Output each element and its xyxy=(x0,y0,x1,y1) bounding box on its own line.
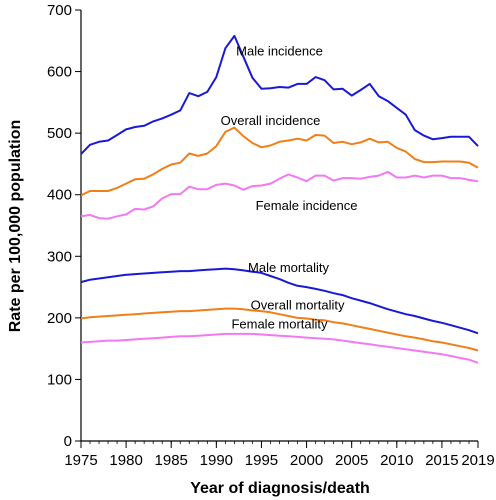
x-tick-label: 1995 xyxy=(245,452,278,469)
series-line-male-incidence xyxy=(80,34,479,155)
axes xyxy=(80,10,478,442)
x-tick-label: 2015 xyxy=(425,452,458,469)
y-tick-label: 600 xyxy=(47,64,72,81)
series-lines xyxy=(80,34,479,364)
x-tick-label: 1980 xyxy=(109,452,142,469)
x-tick-label: 1975 xyxy=(64,452,97,469)
y-axis-title: Rate per 100,000 population xyxy=(7,120,24,333)
series-label-male-incidence: Male incidence xyxy=(236,43,323,58)
y-tick-label: 0 xyxy=(64,433,72,450)
series-line-male-mortality xyxy=(80,267,479,335)
series-line-female-mortality xyxy=(80,332,479,364)
x-tick-label: 2019 xyxy=(461,452,494,469)
series-line-overall-incidence xyxy=(80,126,479,197)
series-label-overall-incidence: Overall incidence xyxy=(221,113,321,128)
x-tick-label: 2010 xyxy=(380,452,413,469)
x-axis-title: Year of diagnosis/death xyxy=(190,480,370,497)
y-tick-label: 100 xyxy=(47,371,72,388)
series-label-overall-mortality: Overall mortality xyxy=(251,298,345,313)
y-tick-label: 500 xyxy=(47,125,72,142)
x-tick-label: 1990 xyxy=(200,452,233,469)
x-tick-label: 2005 xyxy=(335,452,368,469)
y-tick-label: 300 xyxy=(47,248,72,265)
x-tick-label: 2000 xyxy=(290,452,323,469)
y-tick-label: 400 xyxy=(47,187,72,204)
series-labels: Male incidence Overall incidence Female in… xyxy=(221,43,358,331)
series-label-male-mortality: Male mortality xyxy=(248,260,329,275)
series-line-female-incidence xyxy=(80,170,479,220)
series-line-overall-mortality xyxy=(80,307,479,352)
y-axis-ticks: 0 100 200 300 400 500 600 700 xyxy=(47,2,81,450)
y-tick-label: 200 xyxy=(47,310,72,327)
x-tick-label: 1985 xyxy=(155,452,188,469)
series-label-female-incidence: Female incidence xyxy=(256,198,358,213)
series-label-female-mortality: Female mortality xyxy=(231,317,328,332)
y-tick-label: 700 xyxy=(47,2,72,19)
x-axis-ticks: 1975 1980 1985 1990 1995 2000 2005 2010 2015 2019 xyxy=(64,441,495,469)
